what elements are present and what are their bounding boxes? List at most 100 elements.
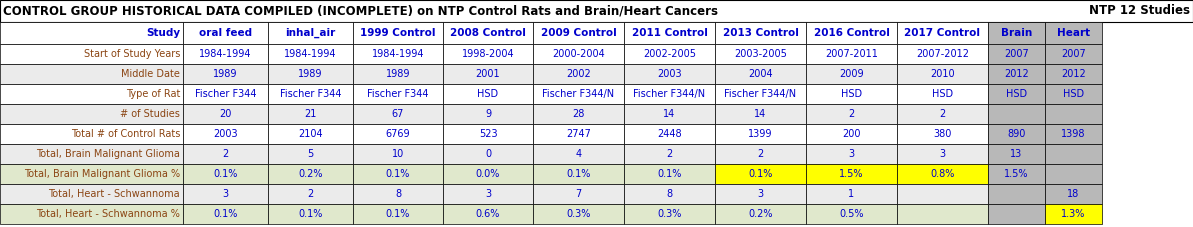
Text: 2: 2 bbox=[758, 149, 764, 159]
Bar bbox=[624, 144, 715, 164]
Bar bbox=[1045, 22, 1102, 44]
Text: 2009: 2009 bbox=[839, 69, 864, 79]
Text: 0.2%: 0.2% bbox=[298, 169, 323, 179]
Bar bbox=[806, 164, 897, 184]
Bar bbox=[624, 104, 715, 124]
Bar bbox=[624, 84, 715, 104]
Bar bbox=[897, 124, 988, 144]
Text: 0.1%: 0.1% bbox=[385, 209, 410, 219]
Bar bbox=[183, 164, 268, 184]
Text: 2011 Control: 2011 Control bbox=[631, 28, 707, 38]
Bar bbox=[353, 164, 443, 184]
Text: 2013 Control: 2013 Control bbox=[723, 28, 798, 38]
Bar bbox=[0, 44, 183, 64]
Bar bbox=[0, 144, 183, 164]
Bar bbox=[268, 84, 353, 104]
Bar bbox=[443, 22, 533, 44]
Text: 67: 67 bbox=[391, 109, 404, 119]
Text: 0.1%: 0.1% bbox=[214, 169, 237, 179]
Bar bbox=[183, 22, 268, 44]
Bar bbox=[1045, 164, 1102, 184]
Bar bbox=[715, 164, 806, 184]
Text: Total # of Control Rats: Total # of Control Rats bbox=[70, 129, 180, 139]
Bar bbox=[806, 124, 897, 144]
Text: 1398: 1398 bbox=[1062, 129, 1086, 139]
Text: 2003: 2003 bbox=[657, 69, 682, 79]
Bar bbox=[806, 22, 897, 44]
Text: 2012: 2012 bbox=[1061, 69, 1086, 79]
Text: 2003-2005: 2003-2005 bbox=[734, 49, 787, 59]
Bar bbox=[988, 124, 1045, 144]
Text: HSD: HSD bbox=[1063, 89, 1084, 99]
Text: 2007-2011: 2007-2011 bbox=[826, 49, 878, 59]
Bar bbox=[183, 144, 268, 164]
Text: 0.1%: 0.1% bbox=[298, 209, 322, 219]
Bar bbox=[624, 164, 715, 184]
Bar bbox=[988, 104, 1045, 124]
Text: 2016 Control: 2016 Control bbox=[814, 28, 890, 38]
Bar bbox=[806, 84, 897, 104]
Text: 2010: 2010 bbox=[931, 69, 954, 79]
Bar bbox=[268, 184, 353, 204]
Text: 14: 14 bbox=[663, 109, 675, 119]
Bar bbox=[806, 144, 897, 164]
Text: 21: 21 bbox=[304, 109, 316, 119]
Bar bbox=[897, 104, 988, 124]
Bar bbox=[268, 164, 353, 184]
Text: 3: 3 bbox=[758, 189, 764, 199]
Bar bbox=[533, 22, 624, 44]
Text: 4: 4 bbox=[575, 149, 581, 159]
Bar bbox=[897, 64, 988, 84]
Bar bbox=[624, 184, 715, 204]
Bar bbox=[443, 184, 533, 204]
Bar bbox=[715, 84, 806, 104]
Text: 2007: 2007 bbox=[1061, 49, 1086, 59]
Bar bbox=[624, 204, 715, 224]
Text: HSD: HSD bbox=[841, 89, 863, 99]
Text: oral feed: oral feed bbox=[199, 28, 252, 38]
Text: 0.1%: 0.1% bbox=[385, 169, 410, 179]
Text: 0.2%: 0.2% bbox=[748, 209, 773, 219]
Bar bbox=[353, 64, 443, 84]
Bar bbox=[353, 144, 443, 164]
Bar bbox=[353, 184, 443, 204]
Bar bbox=[183, 104, 268, 124]
Bar bbox=[0, 64, 183, 84]
Bar bbox=[353, 204, 443, 224]
Text: 0: 0 bbox=[484, 149, 492, 159]
Bar bbox=[353, 84, 443, 104]
Bar bbox=[897, 144, 988, 164]
Text: Total, Brain Malignant Glioma %: Total, Brain Malignant Glioma % bbox=[24, 169, 180, 179]
Bar bbox=[0, 184, 183, 204]
Text: 0.3%: 0.3% bbox=[657, 209, 681, 219]
Bar bbox=[988, 184, 1045, 204]
Text: 1984-1994: 1984-1994 bbox=[284, 49, 336, 59]
Bar bbox=[1045, 104, 1102, 124]
Bar bbox=[268, 104, 353, 124]
Bar bbox=[1045, 64, 1102, 84]
Text: 1.3%: 1.3% bbox=[1062, 209, 1086, 219]
Bar bbox=[806, 204, 897, 224]
Text: 7: 7 bbox=[575, 189, 582, 199]
Bar bbox=[806, 44, 897, 64]
Text: 6769: 6769 bbox=[385, 129, 410, 139]
Text: 0.1%: 0.1% bbox=[214, 209, 237, 219]
Text: HSD: HSD bbox=[932, 89, 953, 99]
Text: 3: 3 bbox=[939, 149, 946, 159]
Text: Type of Rat: Type of Rat bbox=[125, 89, 180, 99]
Bar bbox=[1045, 144, 1102, 164]
Bar bbox=[443, 124, 533, 144]
Text: 1999 Control: 1999 Control bbox=[360, 28, 435, 38]
Bar bbox=[715, 104, 806, 124]
Text: 1399: 1399 bbox=[748, 129, 773, 139]
Bar bbox=[183, 124, 268, 144]
Bar bbox=[0, 84, 183, 104]
Bar bbox=[806, 104, 897, 124]
Bar bbox=[268, 44, 353, 64]
Text: Fischer F344: Fischer F344 bbox=[367, 89, 428, 99]
Text: 1989: 1989 bbox=[385, 69, 410, 79]
Text: Heart: Heart bbox=[1057, 28, 1090, 38]
Text: 2: 2 bbox=[667, 149, 673, 159]
Bar bbox=[1045, 124, 1102, 144]
Bar bbox=[897, 44, 988, 64]
